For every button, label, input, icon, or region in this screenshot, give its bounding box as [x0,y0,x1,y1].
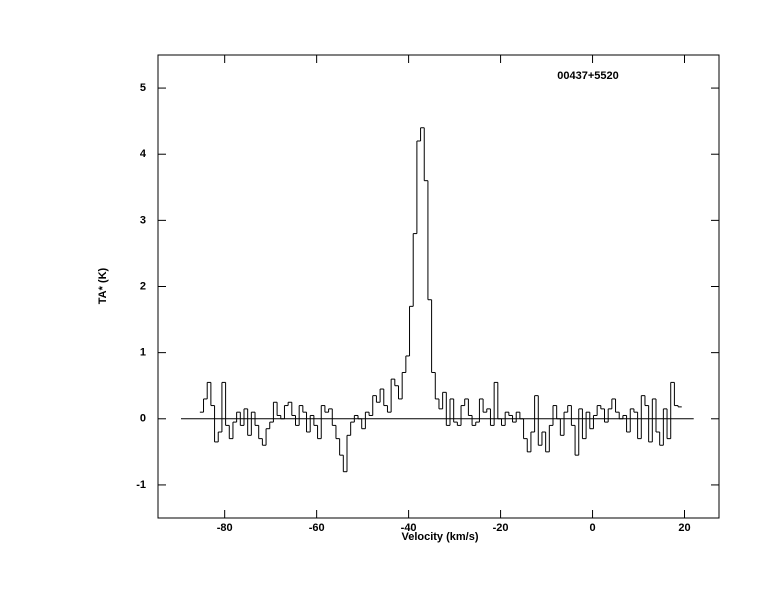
y-tick-label: 2 [140,280,146,292]
y-tick-label: 1 [140,347,146,359]
y-axis-label: TA* (K) [97,267,109,304]
x-tick-label: -40 [401,522,417,534]
x-axis-label: Velocity (km/s) [401,531,478,543]
x-tick-label: -80 [217,522,233,534]
annotation: 00437+5520 [557,70,618,82]
plot-frame [157,54,720,519]
x-tick-label: -60 [309,522,325,534]
y-tick-label: 3 [140,214,146,226]
y-tick-label: 0 [140,413,146,425]
y-tick-label: -1 [136,479,146,491]
x-tick-label: -20 [493,522,509,534]
y-tick-label: 5 [140,82,146,94]
y-tick-label: 4 [140,148,147,160]
x-tick-label: 20 [678,522,690,534]
x-tick-label: 0 [589,522,595,534]
